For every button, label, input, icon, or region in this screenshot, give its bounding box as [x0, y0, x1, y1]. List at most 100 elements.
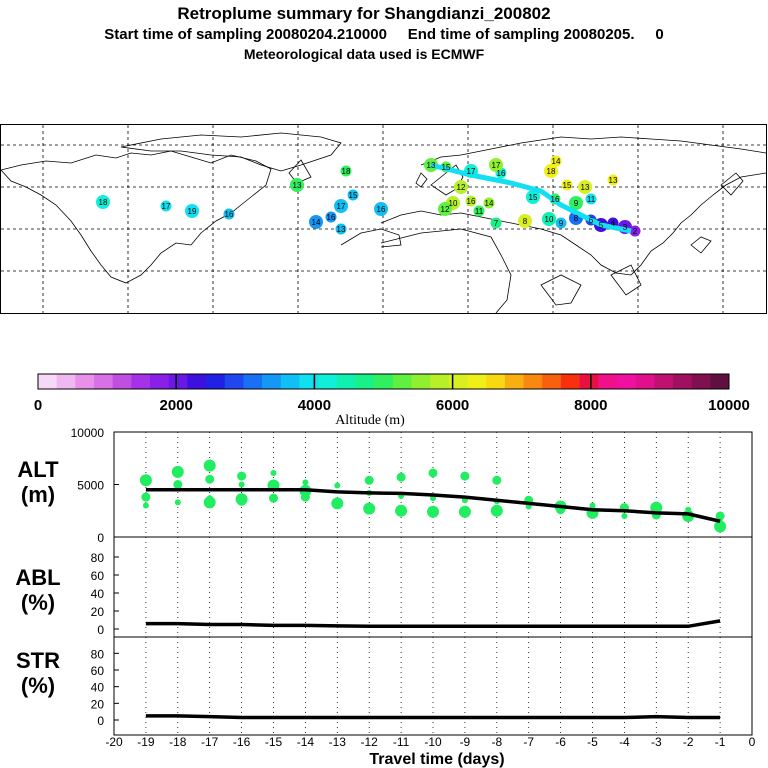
plume-label: 11: [587, 195, 596, 204]
abl-tick-label: 40: [91, 587, 105, 601]
colorbar-swatch: [654, 374, 674, 389]
plume-point: [518, 214, 532, 228]
plume-label: 9: [574, 199, 579, 208]
plume-label: 14: [485, 199, 494, 208]
colorbar-swatch: [542, 374, 562, 389]
plume-label: 16: [377, 205, 386, 214]
x-tick-label: -9: [460, 735, 471, 749]
x-tick-label: -2: [683, 735, 694, 749]
colorbar-swatch: [523, 374, 543, 389]
colorbar-swatch: [598, 374, 618, 389]
str-tick-label: 80: [91, 647, 105, 661]
colorbar-swatch: [710, 374, 730, 389]
alt-scatter-point: [427, 505, 439, 518]
colorbar-swatch: [392, 374, 413, 389]
alt-scatter-point: [492, 475, 502, 485]
x-tick-label: -20: [105, 735, 123, 749]
colorbar-swatch: [560, 374, 581, 389]
alt-scatter-point: [171, 465, 184, 478]
alt-scatter-point: [428, 468, 438, 478]
str-tick-label: 0: [97, 714, 104, 728]
colorbar-swatch: [411, 374, 431, 389]
plume-label: 8: [523, 217, 528, 226]
alt-scatter-point: [174, 499, 181, 506]
abl-label: ABL: [15, 565, 60, 590]
plume-point: [347, 189, 359, 201]
x-tick-label: -4: [619, 735, 630, 749]
plume-label: 4: [611, 219, 616, 228]
plume-label: 14: [552, 157, 561, 166]
x-tick-label: -16: [233, 735, 251, 749]
x-tick-label: -7: [523, 735, 534, 749]
plume-label: 17: [467, 167, 476, 176]
colorbar-swatch: [486, 374, 506, 389]
x-tick-label: -18: [169, 735, 187, 749]
alt-scatter-point: [460, 471, 470, 481]
colorbar-swatch: [448, 374, 469, 389]
plume-label: 16: [551, 195, 560, 204]
plume-label: 13: [427, 161, 436, 170]
plume-point: [578, 180, 592, 194]
str-tick-label: 20: [91, 697, 105, 711]
y-tick-labels: 10000 5000 0 80 60 40 20 0 80 60 40 20 0: [71, 426, 119, 728]
x-tick-label: -14: [297, 735, 315, 749]
alt-scatter-point: [331, 497, 344, 510]
colorbar-swatch: [374, 374, 394, 389]
plume-point: [309, 215, 323, 229]
plume-point: [340, 165, 352, 177]
series-marks: [139, 459, 727, 720]
str-label: STR: [16, 648, 60, 673]
colorbar-swatch: [131, 374, 151, 389]
alt-scatter-point: [589, 502, 596, 509]
plume-label: 6: [589, 216, 594, 225]
plume-trail: [430, 162, 632, 234]
plume-point: [290, 178, 304, 192]
abl-tick-label: 60: [91, 569, 105, 583]
plume-label: 10: [545, 215, 554, 224]
colorbar-swatch: [691, 374, 711, 389]
plume-point: [550, 155, 562, 167]
plume-point: [160, 200, 172, 212]
alt-scatter-point: [269, 493, 278, 503]
colorbar-swatch: [430, 374, 450, 389]
plume-label: 16: [225, 210, 234, 219]
plume-label: 17: [492, 161, 501, 170]
plume-point: [185, 204, 199, 218]
x-axis-label: Travel time (days): [369, 751, 504, 768]
plume-point: [465, 195, 477, 207]
alt-scatter-point: [173, 480, 183, 489]
plume-point: [561, 179, 573, 191]
alt-scatter-point: [302, 479, 309, 486]
str-unit: (%): [21, 673, 55, 698]
str-tick-label: 40: [91, 681, 105, 695]
alt-label: ALT: [17, 457, 59, 482]
plume-point: [473, 205, 485, 217]
str-tick-label: 60: [91, 664, 105, 678]
alt-tick-label: 10000: [71, 426, 105, 440]
colorbar-tick-label: 8000: [574, 397, 607, 414]
plume-label: 12: [441, 205, 450, 214]
colorbar-swatch: [336, 374, 356, 389]
abl-tick-label: 0: [97, 623, 104, 637]
colorbar-swatch: [56, 374, 76, 389]
alt-tick-label: 0: [97, 531, 104, 545]
plume-point: [607, 174, 619, 186]
colorbar-swatch: [187, 374, 207, 389]
colorbar-tick-label: 10000: [708, 397, 750, 414]
colorbar-swatch: [616, 374, 637, 389]
plume-label: 7: [494, 219, 499, 228]
altitude-colorbar: [37, 373, 730, 390]
colorbar-label: Altitude (m): [335, 413, 405, 428]
plume-label: 8: [574, 214, 579, 223]
alt-scatter-point: [237, 496, 247, 506]
colorbar-swatch: [206, 374, 226, 389]
x-tick-labels: -20 -19 -18 -17 -16 -15 -14 -13 -12 -11 -10 -9 -8 -7-…: [105, 735, 755, 749]
colorbar-tick-label: 6000: [436, 397, 469, 414]
colorbar-ticks: 0 2000 4000 6000 8000 10000: [34, 374, 750, 414]
plume-point: [542, 212, 556, 226]
abl-tick-label: 80: [91, 551, 105, 565]
colorbar-border: [37, 373, 730, 390]
colorbar-swatch: [280, 374, 300, 389]
met-data-source: Meteorological data used is ECMWF: [243, 46, 485, 62]
